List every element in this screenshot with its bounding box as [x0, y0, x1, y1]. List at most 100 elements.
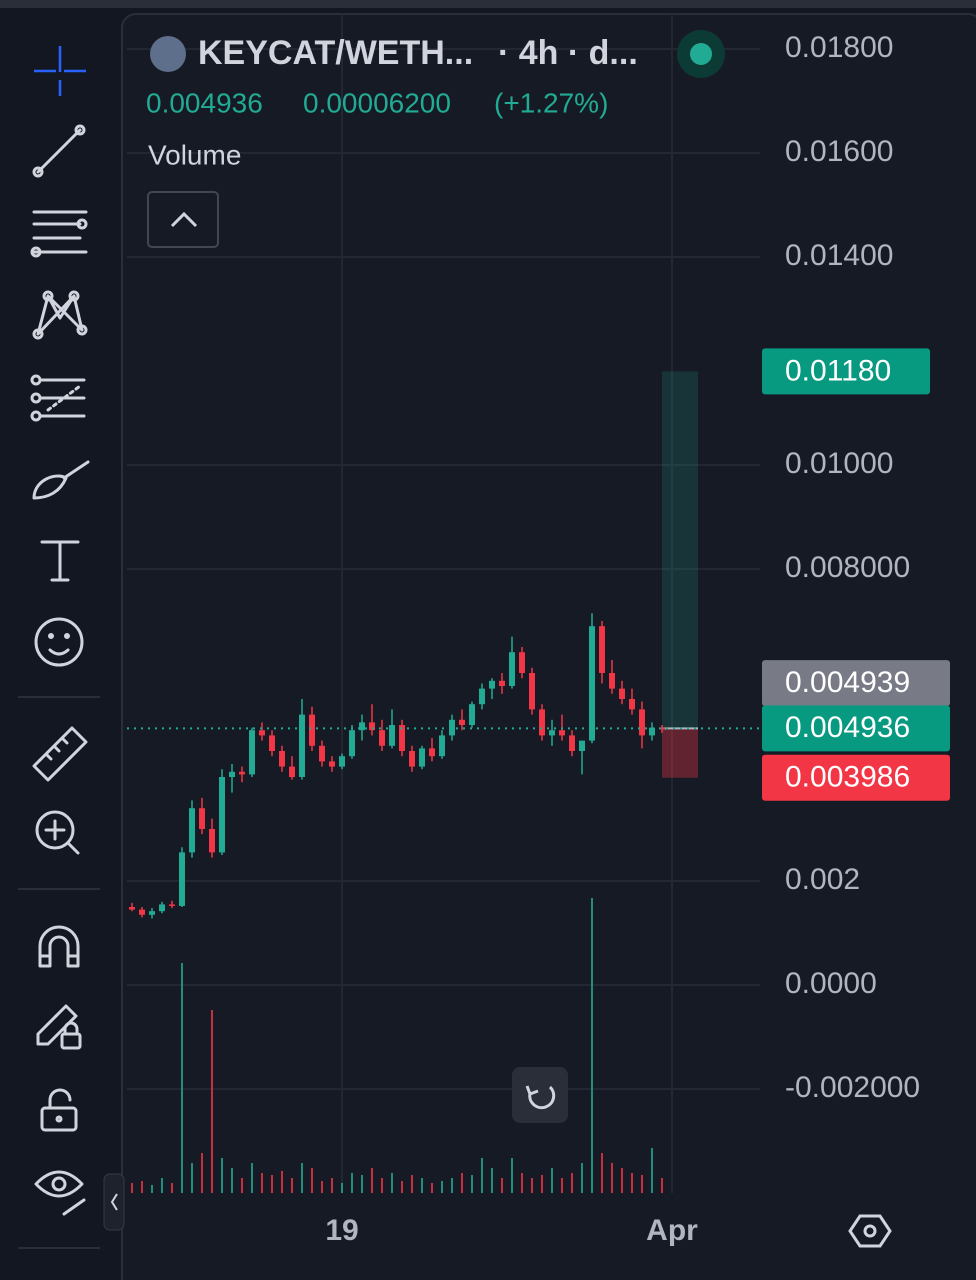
fib-tool[interactable] — [30, 210, 88, 258]
y-tick-label: 0.01600 — [785, 135, 893, 168]
stop-zone — [662, 728, 698, 778]
volume-bar — [371, 1168, 373, 1193]
candle-body — [459, 719, 465, 725]
symbol-logo — [150, 36, 186, 72]
candle-body — [639, 709, 645, 736]
volume-bar — [501, 1178, 503, 1193]
candle-body — [389, 725, 395, 746]
zoom-tool[interactable] — [35, 810, 80, 855]
candle-body — [409, 751, 415, 767]
candle-body — [149, 911, 155, 915]
volume-bar — [301, 1163, 303, 1193]
candle-body — [269, 735, 275, 751]
candle-body — [249, 730, 255, 775]
text-tool[interactable] — [40, 540, 80, 582]
volume-bar — [151, 1185, 153, 1193]
volume-bar — [411, 1175, 413, 1193]
y-tick-label: 0.002 — [785, 863, 860, 896]
volume-bar — [421, 1178, 423, 1193]
volume-bar — [211, 1010, 213, 1193]
interval: · 4h · d... — [498, 34, 638, 72]
volume-bar — [511, 1158, 513, 1193]
volume-bar — [241, 1178, 243, 1193]
ruler-tool[interactable] — [32, 726, 88, 782]
entry-label: 0.004936 — [785, 711, 910, 744]
candle-body — [209, 829, 215, 853]
y-tick-label: -0.002000 — [785, 1071, 920, 1104]
volume-bar — [231, 1168, 233, 1193]
collapse-indicators[interactable] — [147, 191, 219, 248]
candle-body — [339, 756, 345, 767]
candle-body — [159, 904, 165, 912]
prediction-tool[interactable] — [30, 374, 86, 422]
candle-body — [309, 714, 315, 746]
candle-body — [259, 730, 265, 736]
chart-panel — [121, 13, 976, 1280]
reference-badge — [762, 660, 950, 707]
stop-label: 0.003986 — [785, 761, 910, 794]
indicator-name[interactable]: Volume — [148, 139, 241, 170]
volume-bar — [641, 1175, 643, 1193]
candle-body — [589, 626, 595, 741]
volume-bar — [331, 1178, 333, 1193]
trendline-tool[interactable] — [32, 124, 86, 178]
candle-body — [499, 680, 505, 686]
candle-body — [579, 740, 585, 751]
emoji-tool[interactable] — [34, 617, 84, 667]
visibility-tool[interactable] — [34, 1170, 86, 1216]
lock-tool[interactable] — [40, 1088, 78, 1132]
candle-body — [369, 722, 375, 731]
candle-body — [519, 652, 525, 673]
volume-bar — [261, 1173, 263, 1193]
volume-bar — [181, 963, 183, 1193]
candle-body — [449, 719, 455, 736]
target-label: 0.01180 — [785, 354, 891, 387]
volume-bar — [571, 1173, 573, 1193]
volume-bar — [221, 1158, 223, 1193]
volume-bar — [471, 1175, 473, 1193]
candle-body — [169, 904, 175, 906]
candle-body — [629, 699, 635, 710]
pattern-tool[interactable] — [32, 290, 88, 340]
candle-body — [379, 730, 385, 746]
collapse-toolbar[interactable] — [103, 1173, 125, 1231]
volume-bar — [611, 1163, 613, 1193]
brush-tool[interactable] — [32, 460, 90, 500]
candle-body — [359, 722, 365, 731]
symbol[interactable]: KEYCAT/WETH... — [198, 34, 473, 72]
y-tick-label: 0.01800 — [785, 31, 893, 64]
volume-bar — [161, 1178, 163, 1193]
x-tick-label: Apr — [646, 1214, 698, 1247]
lock-drawing-tool[interactable] — [36, 1004, 82, 1050]
volume-bar — [601, 1153, 603, 1193]
candle-body — [139, 909, 145, 915]
candle-body — [129, 907, 135, 910]
change: 0.00006200 — [303, 87, 451, 118]
top-strip — [0, 0, 976, 8]
volume-bar — [391, 1173, 393, 1193]
candle-body — [429, 748, 435, 757]
y-tick-label: 0.008000 — [785, 551, 910, 584]
candle-body — [219, 777, 225, 853]
volume-bar — [191, 1163, 193, 1193]
chart-header: KEYCAT/WETH... · 4h · d... 0.004936 0.00… — [146, 30, 725, 248]
crosshair-tool[interactable] — [34, 46, 86, 96]
settings-button[interactable] — [848, 1214, 892, 1248]
volume-bar — [271, 1175, 273, 1193]
volume-bar — [441, 1181, 443, 1193]
last-price: 0.004936 — [146, 87, 263, 118]
reset-button[interactable] — [512, 1067, 568, 1123]
candle-body — [469, 704, 475, 725]
volume-bar — [481, 1158, 483, 1193]
candle-body — [489, 680, 495, 689]
volume-bar — [551, 1168, 553, 1193]
volume-bar — [281, 1171, 283, 1193]
volume-bar — [451, 1178, 453, 1193]
volume-bar — [351, 1173, 353, 1193]
y-tick-label: 0.01400 — [785, 239, 893, 272]
magnet-tool[interactable] — [38, 925, 80, 968]
candle-body — [549, 730, 555, 736]
volume-bar — [311, 1168, 313, 1193]
volume-bar — [461, 1173, 463, 1193]
candle-body — [419, 748, 425, 767]
